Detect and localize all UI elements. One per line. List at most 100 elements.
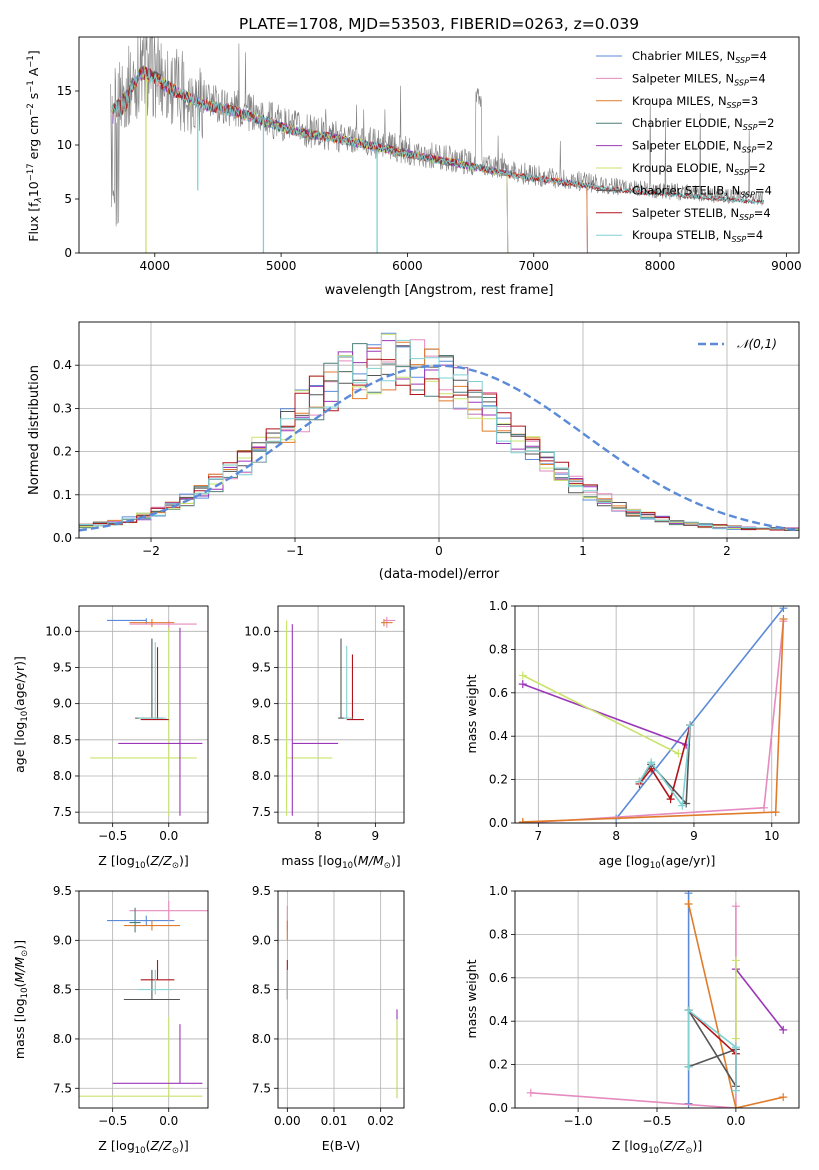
weight-marker <box>731 1034 740 1043</box>
x-tick-label: 0.02 <box>367 1114 394 1128</box>
mass_vs_ebv-axes: 0.00 0.01 0.02 7.5 8.0 8.5 9.0 9.5 <box>252 884 404 1128</box>
y-tick-label: 7.5 <box>252 1081 271 1095</box>
mass-vs-ebv-x-label: E(B-V) <box>322 1138 361 1153</box>
x-tick-label: 0.0 <box>726 1114 745 1128</box>
x-tick-label: 0.0 <box>159 1114 178 1128</box>
y-tick-label: 0.0 <box>489 816 508 830</box>
y-tick-label: 10.0 <box>244 624 271 638</box>
weight-marker <box>731 956 740 965</box>
legend-label: Chabrier ELODIE, NSSP=2 <box>632 116 774 132</box>
y-tick-label: 0.0 <box>489 1101 508 1115</box>
xlabel-label: Z [log10(Z/Z⊙)] <box>612 1138 702 1156</box>
weight-line-kroupa_miles <box>687 903 784 1108</box>
legend-label: Kroupa ELODIE, NSSP=2 <box>632 161 766 177</box>
xlabel-label: age [log10(age/yr)] <box>599 853 716 871</box>
weight-marker <box>684 900 693 909</box>
y-tick-label: 9.0 <box>252 697 271 711</box>
weight-marker <box>684 1062 693 1071</box>
y-tick-label: 0.0 <box>53 531 72 545</box>
spectrum-plot <box>110 37 765 253</box>
x-tick-label: 10 <box>764 829 779 843</box>
residuals-frame <box>78 321 800 539</box>
legend-label: Salpeter MILES, NSSP=4 <box>632 71 766 87</box>
y-tick-label: 9.5 <box>252 660 271 674</box>
weight-marker <box>684 891 693 898</box>
spectrum-axes: 4000 5000 6000 7000 8000 9000 0 5 10 15 <box>57 84 802 273</box>
weight-marker <box>779 1025 788 1034</box>
weight-marker <box>518 817 527 823</box>
y-tick-label: 0.6 <box>489 686 508 700</box>
y-tick-label: 9.0 <box>252 933 271 947</box>
weight-marker <box>731 1104 740 1108</box>
weight-marker <box>779 1093 788 1102</box>
weight-vs-age-plot <box>518 606 788 823</box>
x-tick-label: 0 <box>435 544 443 558</box>
weight-vs-age-y-label: mass weight <box>464 674 479 753</box>
y-tick-label: 9.5 <box>53 660 72 674</box>
weight-marker <box>731 902 740 911</box>
weight-marker <box>771 808 780 817</box>
y-tick-label: 0.2 <box>489 773 508 787</box>
histogram-kroupa_stelib <box>79 339 799 530</box>
y-tick-label: 8.5 <box>252 983 271 997</box>
weight-marker <box>779 606 788 613</box>
spectrum-legend: Chabrier MILES, NSSP=4 Salpeter MILES, NS… <box>596 49 774 244</box>
x-tick-label: 8 <box>612 829 620 843</box>
spectrum-x-label: wavelength [Angstrom, rest frame] <box>325 283 554 298</box>
x-tick-label: 9 <box>690 829 698 843</box>
weight-marker <box>635 777 644 786</box>
x-tick-label: 9 <box>372 829 380 843</box>
y-tick-label: 8.0 <box>53 1032 72 1046</box>
weight-vs-z-plot <box>526 891 788 1108</box>
xlabel-label: mass [log10(M/M⊙)] <box>281 853 400 871</box>
x-tick-label: 0.0 <box>159 829 178 843</box>
spectrum-frame <box>78 36 800 254</box>
y-tick-label: 7.5 <box>53 1081 72 1095</box>
x-tick-label: −0.5 <box>642 1114 671 1128</box>
y-tick-label: 0 <box>64 246 72 260</box>
weight-marker <box>684 1006 693 1015</box>
x-tick-label: 0.00 <box>274 1114 301 1128</box>
y-tick-label: 1.0 <box>489 884 508 898</box>
y-tick-label: 0.2 <box>489 1058 508 1072</box>
weight-vs-z-frame <box>514 890 800 1109</box>
weight-marker <box>518 671 527 680</box>
weight-marker <box>518 680 527 689</box>
mass-vs-ebv-plot <box>286 905 398 1099</box>
weight-line-salpeter_stelib <box>688 1009 737 1055</box>
legend-label: Salpeter ELODIE, NSSP=2 <box>632 139 773 155</box>
y-tick-label: 0.8 <box>489 642 508 656</box>
y-tick-label: 0.8 <box>489 927 508 941</box>
weight-marker <box>674 749 683 758</box>
age-vs-z-plot <box>90 618 203 816</box>
x-tick-label: 7 <box>535 829 543 843</box>
weight-line-kroupa_stelib <box>687 1008 737 1091</box>
y-tick-label: 10 <box>57 138 72 152</box>
weight-marker <box>759 803 768 812</box>
ylabel-label: mass [log10(M/M⊙)] <box>12 940 30 1059</box>
y-tick-label: 0.3 <box>53 401 72 415</box>
x-tick-label: 4000 <box>140 259 171 273</box>
legend-label: Salpeter STELIB, NSSP=4 <box>632 206 771 222</box>
residuals-x-label: (data-model)/error <box>379 567 500 582</box>
weight-marker <box>686 721 695 730</box>
age-vs-mass-plot <box>286 616 396 816</box>
y-tick-label: 0.6 <box>489 971 508 985</box>
weight-line-salpeter_elodie <box>522 683 687 746</box>
y-tick-label: 9.5 <box>53 884 72 898</box>
y-tick-label: 8.5 <box>53 733 72 747</box>
x-tick-label: −0.5 <box>98 1114 127 1128</box>
legend-label: Chabrier STELIB, NSSP=4 <box>632 183 772 199</box>
weight-line-kroupa_elodie <box>522 674 679 755</box>
y-tick-label: 1.0 <box>489 599 508 613</box>
y-tick-label: 9.0 <box>53 933 72 947</box>
weight-marker <box>779 615 788 624</box>
x-tick-label: 2 <box>723 544 731 558</box>
x-tick-label: 1 <box>579 544 587 558</box>
y-tick-label: 8.0 <box>252 1032 271 1046</box>
ylabel-label: age [log10(age/yr)] <box>12 656 30 773</box>
residuals-plot <box>79 332 799 532</box>
weight-marker <box>666 795 675 804</box>
x-tick-label: −2 <box>142 544 160 558</box>
